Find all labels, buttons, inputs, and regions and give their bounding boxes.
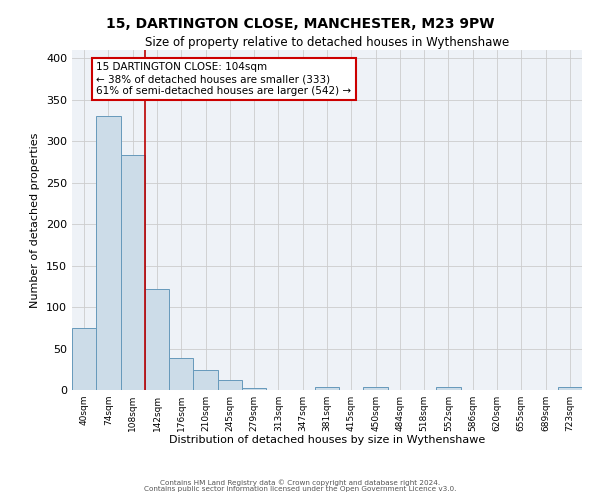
Bar [242,388,266,390]
Bar [72,328,96,390]
Text: Contains HM Land Registry data © Crown copyright and database right 2024.
Contai: Contains HM Land Registry data © Crown c… [144,479,456,492]
X-axis label: Distribution of detached houses by size in Wythenshawe: Distribution of detached houses by size … [169,436,485,446]
Y-axis label: Number of detached properties: Number of detached properties [31,132,40,308]
Bar [193,370,218,390]
Bar [96,116,121,390]
Bar [315,386,339,390]
Bar [436,386,461,390]
Bar [364,386,388,390]
Bar [558,386,582,390]
Bar [218,380,242,390]
Text: 15, DARTINGTON CLOSE, MANCHESTER, M23 9PW: 15, DARTINGTON CLOSE, MANCHESTER, M23 9P… [106,18,494,32]
Bar [169,358,193,390]
Title: Size of property relative to detached houses in Wythenshawe: Size of property relative to detached ho… [145,36,509,49]
Bar [121,156,145,390]
Text: 15 DARTINGTON CLOSE: 104sqm
← 38% of detached houses are smaller (333)
61% of se: 15 DARTINGTON CLOSE: 104sqm ← 38% of det… [96,62,352,96]
Bar [145,289,169,390]
